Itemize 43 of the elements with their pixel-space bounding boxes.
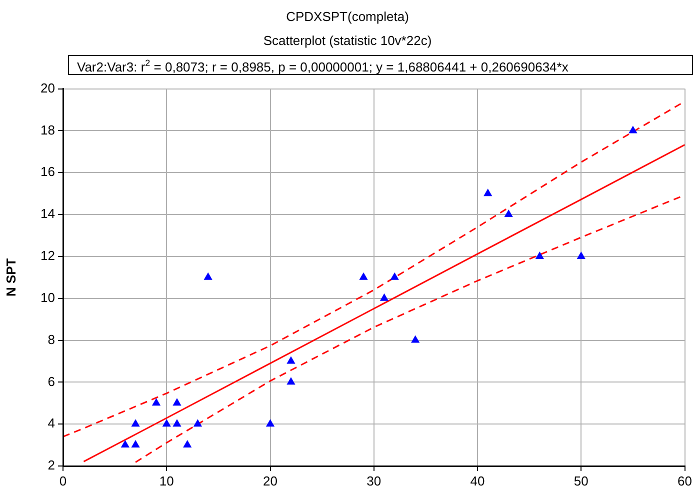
point bbox=[132, 420, 140, 427]
point bbox=[536, 252, 544, 259]
text: Var2:Var3: r$^{2}$ = 0,8073; r = 0,8985, p = 0,00000001; y = 1,68806441 + 0,260690634*x bbox=[68, 55, 693, 75]
y-tick-label: 18 bbox=[40, 122, 55, 138]
x-tick-label: 0 bbox=[59, 473, 67, 488]
x-tick-label: 50 bbox=[574, 473, 588, 488]
point bbox=[628, 126, 637, 134]
point bbox=[287, 378, 295, 385]
point bbox=[132, 440, 140, 448]
point bbox=[266, 420, 274, 427]
point bbox=[411, 336, 420, 343]
y-tick-label: 12 bbox=[40, 248, 55, 264]
y-tick-label: 16 bbox=[40, 164, 55, 180]
y-axis-title: N SPT bbox=[3, 258, 18, 297]
x-tick-label: 60 bbox=[678, 473, 692, 488]
point bbox=[121, 440, 130, 448]
point bbox=[577, 252, 586, 259]
point bbox=[173, 420, 181, 427]
chart-title: CPDXSPT(completa) bbox=[285, 9, 410, 24]
point bbox=[173, 398, 181, 406]
point bbox=[484, 189, 492, 196]
point bbox=[194, 420, 202, 427]
x-tick-label: 30 bbox=[366, 473, 382, 488]
y-tick-label: 2 bbox=[48, 458, 55, 473]
y-tick-label: 6 bbox=[48, 374, 55, 389]
x-tick-label: 40 bbox=[470, 473, 485, 488]
point bbox=[380, 294, 388, 301]
y-tick-label: 20 bbox=[40, 80, 55, 96]
x-tick-label: 20 bbox=[263, 473, 278, 488]
chart-subtitle: Scatterplot (statistic 10v*22c) bbox=[262, 33, 433, 48]
y-tick-label: 10 bbox=[40, 290, 55, 305]
point bbox=[390, 272, 399, 280]
point bbox=[287, 356, 295, 364]
point bbox=[504, 210, 513, 218]
point bbox=[360, 272, 368, 280]
point bbox=[162, 420, 171, 427]
y-tick-label: 14 bbox=[40, 206, 55, 222]
point bbox=[183, 440, 192, 448]
point bbox=[204, 272, 212, 280]
y-tick-label: 8 bbox=[48, 332, 55, 347]
point bbox=[152, 398, 160, 406]
x-tick-label: 10 bbox=[159, 473, 174, 488]
y-tick-label: 4 bbox=[48, 416, 55, 431]
